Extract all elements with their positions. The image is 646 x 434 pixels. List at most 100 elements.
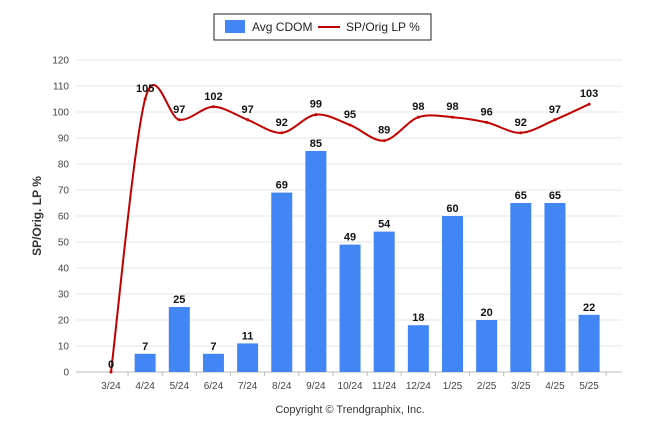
x-tick-label: 5/25 [579,381,599,392]
bar [578,314,600,372]
line-series [109,84,591,374]
y-tick-label: 30 [58,290,70,301]
line-value-label: 98 [446,101,458,113]
x-tick-label: 5/24 [170,381,190,392]
bar-value-label: 25 [173,294,185,306]
bar-value-label: 7 [210,341,216,353]
line-value-label: 96 [481,106,493,118]
line-path [110,84,590,373]
legend-swatch-bar [225,20,245,33]
line-point [416,115,420,119]
bar-value-label: 0 [108,359,114,371]
x-tick-label: 3/25 [511,381,531,392]
x-tick-labels: 3/24 4/24 5/24 6/24 7/24 8/24 9/24 10/24 11/24 12… [101,372,607,392]
line-value-label: 97 [549,104,561,116]
bar [168,307,190,372]
x-tick-label: 3/24 [101,381,121,392]
bar [271,192,293,372]
x-tick-label: 2/25 [477,381,497,392]
line-value-label: 102 [204,91,222,103]
bar-value-label: 20 [481,307,493,319]
line-value-label: 97 [173,104,185,116]
y-tick-label: 90 [58,134,70,145]
x-tick-label: 7/24 [238,381,258,392]
line-point [451,115,454,119]
y-tick-label: 120 [52,56,69,67]
line-point [485,120,489,124]
line-point [382,139,386,143]
legend: Avg CDOM SP/Orig LP % [213,13,432,41]
bar [407,325,429,372]
y-tick-label: 60 [58,212,70,223]
x-tick-label: 4/25 [545,381,565,392]
bar-value-label: 22 [583,302,595,314]
line-point [211,105,215,109]
line-value-label: 99 [310,99,322,111]
x-tick-label: 11/24 [372,381,397,392]
line-point [348,123,352,127]
line-value-label: 105 [136,83,154,95]
line-point [587,102,591,106]
bar-value-label: 18 [412,312,424,324]
bar [544,203,566,372]
line-value-label: 89 [378,125,390,137]
footer-copyright: Copyright © Trendgraphix, Inc. [275,404,424,416]
bar-value-label: 69 [276,180,288,192]
y-tick-label: 100 [52,108,69,119]
legend-label-bar: Avg CDOM [252,20,312,34]
bar-value-label: 65 [549,190,561,202]
line-value-label: 97 [241,104,253,116]
x-tick-label: 6/24 [204,381,224,392]
bar [202,353,224,372]
bar [510,203,532,372]
bar [237,343,259,372]
legend-label-line: SP/Orig LP % [346,20,420,34]
x-tick-label: 4/24 [135,381,155,392]
line-point [177,118,181,122]
line-point [519,131,523,135]
x-tick-label: 10/24 [338,381,363,392]
bar-value-label: 49 [344,232,356,244]
line-value-label: 92 [515,117,527,129]
y-tick-label: 80 [58,160,70,171]
y-tick-label: 20 [58,316,70,327]
y-tick-label: 10 [58,342,70,353]
bar-series [134,151,600,372]
line-point [280,131,284,135]
bar [305,151,327,372]
bar-value-label: 60 [446,203,458,215]
line-value-label: 92 [276,117,288,129]
y-tick-labels: 0 10 20 30 40 50 60 70 80 90 100 110 120 [52,56,69,379]
line-point [314,113,318,117]
x-tick-label: 12/24 [406,381,431,392]
bar-value-label: 85 [310,138,322,150]
y-tick-label: 50 [58,238,70,249]
bar-value-label: 54 [378,219,391,231]
bar [339,244,361,372]
bar-value-label: 11 [242,330,254,342]
x-tick-label: 8/24 [272,381,292,392]
y-axis-title: SP/Orig. LP % [30,176,44,256]
line-point [553,118,557,122]
line-point [143,97,147,101]
x-tick-label: 9/24 [306,381,326,392]
bar-value-label: 7 [142,341,148,353]
line-value-label: 98 [412,101,424,113]
bar [373,231,395,372]
y-tick-label: 70 [58,186,70,197]
bar [442,216,463,372]
y-tick-label: 0 [63,368,69,379]
bar-value-label: 65 [515,190,527,202]
x-tick-label: 1/25 [443,381,463,392]
line-point [246,118,250,122]
line-point [109,370,113,374]
data-labels: 0 7 25 7 11 69 85 49 54 18 60 20 65 65 22 105 97 102 97 92 9… [108,83,598,371]
line-value-label: 103 [580,88,598,100]
y-tick-label: 40 [58,264,70,275]
line-value-label: 95 [344,109,356,121]
y-tick-label: 110 [53,82,69,93]
bar [134,353,156,372]
bar [476,320,498,372]
